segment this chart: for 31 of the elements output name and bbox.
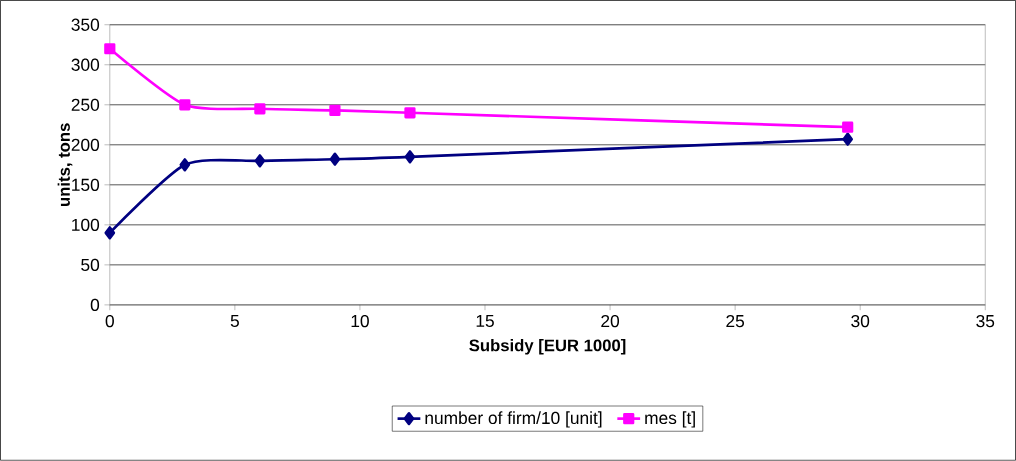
x-tick-label: 30 [851,315,870,328]
x-tick-label: 20 [601,315,620,328]
point [404,107,416,119]
point [179,99,191,111]
x-tick-label: 25 [726,315,745,328]
point [842,121,854,133]
y-tick-label: 50 [81,258,100,272]
point [329,152,341,167]
point [179,158,191,172]
point [404,150,416,164]
x-tick-label: 10 [351,315,369,328]
y-tick-label: 100 [72,218,100,232]
legend-label: number of firm/10 [unit] [425,411,602,428]
point [842,132,854,147]
point [254,103,266,115]
point [104,226,116,240]
x-axis-title: Subsidy [EUR 1000] [469,339,626,355]
x-tick-label: 0 [105,315,114,328]
y-tick-label: 150 [72,178,100,192]
point [104,43,116,55]
y-tick-label: 350 [71,18,100,32]
y-tick-label: 300 [71,58,100,72]
y-tick-label: 200 [71,138,100,152]
x-tick-label: 5 [230,315,239,328]
y-tick-label: 250 [71,98,100,112]
x-tick-label: 35 [976,315,995,328]
point [254,154,266,168]
x-tick-label: 15 [476,315,494,328]
point [329,104,341,117]
y-tick-label: 0 [90,298,100,312]
legend-label: mes [t] [645,411,695,428]
